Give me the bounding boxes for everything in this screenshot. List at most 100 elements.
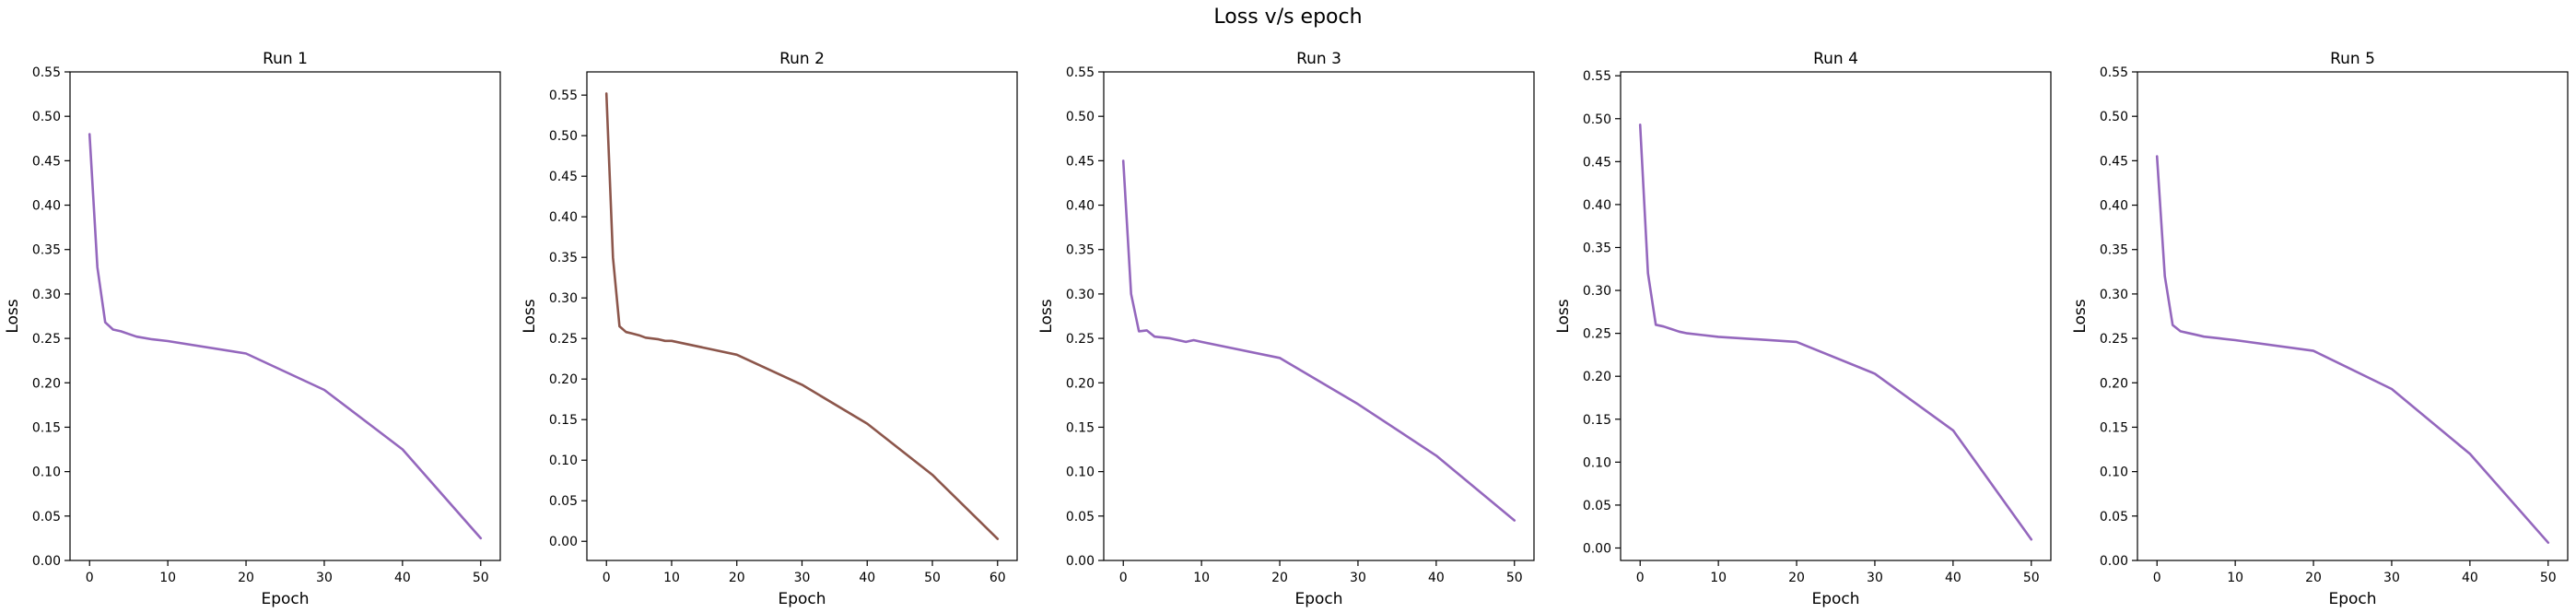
subplot-run-1: Run 1 0 10 20 30 40 50 0.00 0.05 0.10 0.15 0.20 0.25…	[4, 50, 501, 608]
subplot-title: Run 1	[263, 50, 308, 68]
x-tick-label: 30	[794, 571, 811, 585]
x-tick-label: 30	[1350, 571, 1366, 585]
y-tick-label: 0.50	[1583, 112, 1611, 127]
x-tick-label: 30	[316, 571, 333, 585]
series-line-1	[604, 92, 1000, 540]
x-tick-label: 0	[1119, 571, 1128, 585]
y-tick-label: 0.40	[549, 210, 578, 225]
x-axis-label: Epoch	[261, 590, 309, 608]
x-tick-label: 20	[238, 571, 254, 585]
y-tick-label: 0.00	[1066, 554, 1095, 569]
y-tick-label: 0.45	[549, 170, 578, 184]
y-tick-label: 0.50	[2100, 110, 2128, 124]
axes-frame	[1103, 71, 1535, 561]
x-tick-label: 0	[603, 571, 611, 585]
x-tick-label: 0	[1636, 571, 1645, 585]
x-tick-label: 40	[394, 571, 411, 585]
y-tick-label: 0.25	[1066, 332, 1095, 347]
y-tick-label: 0.35	[2100, 243, 2128, 258]
y-tick-label: 0.40	[1066, 199, 1095, 214]
y-tick-label: 0.15	[549, 413, 578, 428]
y-tick-label: 0.20	[32, 376, 61, 391]
axes-frame	[2137, 71, 2569, 561]
x-tick-label: 10	[1710, 571, 1727, 585]
y-tick-label: 0.20	[549, 372, 578, 387]
y-axis-label: Loss	[1554, 299, 1573, 333]
y-tick-label: 0.00	[2100, 554, 2128, 569]
y-tick-label: 0.30	[1066, 288, 1095, 302]
y-tick-label: 0.40	[1583, 198, 1611, 213]
y-tick-label: 0.05	[549, 494, 578, 509]
y-tick-label: 0.55	[2100, 65, 2128, 80]
y-tick-label: 0.00	[1583, 541, 1611, 556]
y-tick-label: 0.10	[32, 466, 61, 480]
x-tick-label: 50	[473, 571, 489, 585]
subplot-run-2: Run 2 0 10 20 30 40 50 60 0.00 0.05 0.10 0.15 0.20 0.…	[521, 50, 1018, 608]
y-tick-label: 0.25	[549, 332, 578, 347]
y-tick-label: 0.10	[1066, 466, 1095, 480]
figure-title: Loss v/s epoch	[1213, 6, 1363, 29]
y-tick-label: 0.50	[549, 129, 578, 144]
x-tick-label: 20	[1788, 571, 1805, 585]
x-tick-label: 20	[729, 571, 745, 585]
y-tick-label: 0.10	[549, 454, 578, 468]
x-axis-label: Epoch	[1811, 590, 1859, 608]
y-tick-label: 0.05	[32, 510, 61, 525]
x-tick-label: 0	[86, 571, 94, 585]
subplot-run-3: Run 3 0 10 20 30 40 50 0.00 0.05 0.10 0.15 0.20 0.25…	[1037, 50, 1535, 608]
y-tick-label: 0.05	[2100, 510, 2128, 525]
y-tick-label: 0.45	[1583, 155, 1611, 170]
y-axis-label: Loss	[1037, 299, 1056, 333]
y-tick-label: 0.25	[1583, 327, 1611, 342]
series-line-1	[1638, 124, 2033, 541]
y-tick-label: 0.50	[32, 110, 61, 124]
y-tick-label: 0.25	[2100, 332, 2128, 347]
y-axis-label: Loss	[521, 299, 539, 333]
x-tick-label: 20	[1271, 571, 1288, 585]
x-tick-label: 30	[2383, 571, 2400, 585]
x-axis-label: Epoch	[2328, 590, 2376, 608]
y-tick-label: 0.30	[1583, 284, 1611, 299]
x-tick-label: 40	[2462, 571, 2478, 585]
x-tick-label: 10	[1193, 571, 1210, 585]
x-tick-label: 0	[2153, 571, 2161, 585]
y-tick-label: 0.55	[549, 88, 578, 103]
y-tick-label: 0.35	[1583, 241, 1611, 255]
x-tick-label: 30	[1867, 571, 1883, 585]
series-line-1	[1121, 159, 1516, 522]
y-tick-label: 0.20	[2100, 376, 2128, 391]
y-axis-label: Loss	[4, 299, 22, 333]
subplot-title: Run 4	[1813, 50, 1858, 68]
y-tick-label: 0.15	[1583, 413, 1611, 428]
y-axis-label: Loss	[2071, 299, 2090, 333]
y-tick-label: 0.15	[2100, 420, 2128, 435]
x-axis-label: Epoch	[1294, 590, 1342, 608]
y-tick-label: 0.35	[549, 251, 578, 265]
y-tick-label: 0.10	[1583, 455, 1611, 470]
y-tick-label: 0.40	[2100, 199, 2128, 214]
x-tick-label: 20	[2305, 571, 2322, 585]
x-tick-label: 60	[989, 571, 1006, 585]
subplot-title: Run 5	[2330, 50, 2375, 68]
y-tick-label: 0.45	[32, 154, 61, 169]
x-tick-label: 40	[1428, 571, 1445, 585]
x-tick-label: 50	[924, 571, 941, 585]
x-tick-label: 40	[859, 571, 875, 585]
y-tick-label: 0.15	[1066, 420, 1095, 435]
y-tick-label: 0.55	[1583, 69, 1611, 84]
x-tick-label: 10	[159, 571, 176, 585]
subplot-run-4: Run 4 0 10 20 30 40 50 0.00 0.05 0.10 0.15 0.20 0.25…	[1554, 50, 2052, 608]
y-tick-label: 0.55	[32, 65, 61, 80]
y-tick-label: 0.45	[1066, 154, 1095, 169]
y-tick-label: 0.00	[32, 554, 61, 569]
x-tick-label: 50	[1506, 571, 1523, 585]
y-tick-label: 0.25	[32, 332, 61, 347]
x-tick-label: 50	[2023, 571, 2040, 585]
y-tick-label: 0.45	[2100, 154, 2128, 169]
y-tick-label: 0.35	[32, 243, 61, 258]
x-tick-label: 10	[2227, 571, 2243, 585]
y-tick-label: 0.20	[1583, 370, 1611, 384]
subplot-title: Run 2	[779, 50, 825, 68]
x-axis-label: Epoch	[778, 590, 825, 608]
